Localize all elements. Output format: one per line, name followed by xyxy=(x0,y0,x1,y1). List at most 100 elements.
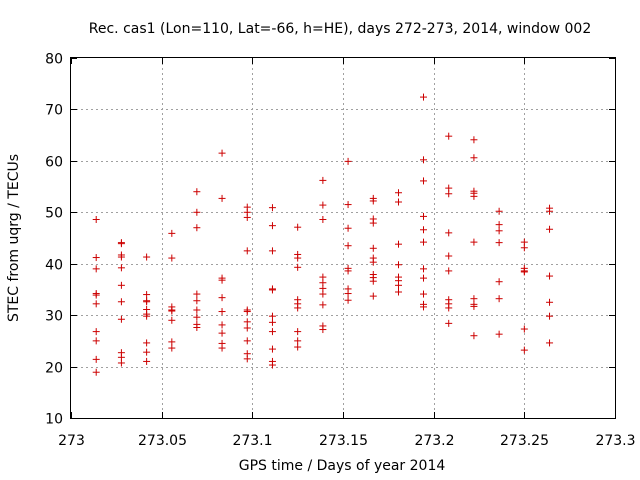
data-point xyxy=(117,253,125,261)
data-point xyxy=(344,224,352,232)
data-point xyxy=(344,267,352,275)
data-point xyxy=(445,267,453,275)
data-point xyxy=(168,316,176,324)
x-tick-label: 273.25 xyxy=(500,433,549,449)
data-point xyxy=(520,325,528,333)
x-axis-label: GPS time / Days of year 2014 xyxy=(239,458,446,474)
data-point xyxy=(268,318,276,326)
data-point xyxy=(470,302,478,310)
data-point xyxy=(495,330,503,338)
data-point xyxy=(470,136,478,144)
data-point xyxy=(143,348,151,356)
data-point xyxy=(344,290,352,298)
y-tick-label: 50 xyxy=(45,206,63,222)
data-point xyxy=(193,323,201,331)
data-point xyxy=(294,254,302,262)
data-point xyxy=(218,308,226,316)
data-point xyxy=(193,297,201,305)
data-point xyxy=(369,244,377,252)
data-point xyxy=(420,238,428,246)
data-point xyxy=(294,328,302,336)
data-point xyxy=(420,290,428,298)
data-point xyxy=(268,345,276,353)
data-point xyxy=(470,332,478,340)
data-point xyxy=(344,201,352,209)
data-point xyxy=(546,225,554,233)
y-tick-label: 40 xyxy=(45,258,63,274)
data-point xyxy=(344,296,352,304)
data-point xyxy=(117,281,125,289)
data-point xyxy=(143,357,151,365)
y-tick-label: 80 xyxy=(45,52,63,68)
data-point xyxy=(243,337,251,345)
data-point xyxy=(495,278,503,286)
data-point xyxy=(92,337,100,345)
data-point xyxy=(495,227,503,235)
data-point xyxy=(143,339,151,347)
data-point xyxy=(319,176,327,184)
data-point xyxy=(92,355,100,363)
data-point xyxy=(546,272,554,280)
data-point xyxy=(193,188,201,196)
data-point xyxy=(193,208,201,216)
data-point xyxy=(218,321,226,329)
data-point xyxy=(92,368,100,376)
data-point xyxy=(369,292,377,300)
data-point xyxy=(495,295,503,303)
data-point xyxy=(394,281,402,289)
data-point xyxy=(445,319,453,327)
y-tick-label: 60 xyxy=(45,155,63,171)
data-point xyxy=(268,312,276,320)
data-point xyxy=(294,304,302,312)
data-point xyxy=(168,254,176,262)
data-point xyxy=(319,215,327,223)
y-tick-label: 70 xyxy=(45,103,63,119)
data-point xyxy=(369,219,377,227)
data-point xyxy=(420,156,428,164)
data-point xyxy=(294,223,302,231)
data-point xyxy=(218,344,226,352)
data-point xyxy=(420,93,428,101)
data-point xyxy=(218,329,226,337)
data-point xyxy=(168,229,176,237)
data-point xyxy=(546,298,554,306)
data-point xyxy=(420,265,428,273)
data-point xyxy=(268,204,276,212)
y-tick-label: 10 xyxy=(45,412,63,428)
x-tick-label: 273.2 xyxy=(414,433,454,449)
data-point xyxy=(193,306,201,314)
data-point xyxy=(218,276,226,284)
data-point xyxy=(193,290,201,298)
data-point xyxy=(268,328,276,336)
data-point xyxy=(92,328,100,336)
data-point xyxy=(445,252,453,260)
data-point xyxy=(243,318,251,326)
data-point xyxy=(394,261,402,269)
x-tick-label: 273.05 xyxy=(138,433,187,449)
data-point xyxy=(294,343,302,351)
data-point xyxy=(369,197,377,205)
x-tick-labels: 273 273.05 273.1 273.15 273.2 273.25 273.3 xyxy=(58,433,635,449)
chart-title: Rec. cas1 (Lon=110, Lat=-66, h=HE), days… xyxy=(89,21,591,37)
data-point xyxy=(294,263,302,271)
data-point xyxy=(445,190,453,198)
data-point xyxy=(520,244,528,252)
data-point xyxy=(117,359,125,367)
data-point xyxy=(143,298,151,306)
data-point xyxy=(143,291,151,299)
data-point xyxy=(495,207,503,215)
data-point xyxy=(420,212,428,220)
data-point xyxy=(369,258,377,266)
data-point xyxy=(117,264,125,272)
data-point xyxy=(319,326,327,334)
data-point xyxy=(420,226,428,234)
data-point xyxy=(193,224,201,232)
data-point xyxy=(470,192,478,200)
data-point xyxy=(520,346,528,354)
plot-frame xyxy=(70,57,616,419)
data-point xyxy=(394,198,402,206)
data-point xyxy=(268,247,276,255)
data-point xyxy=(143,253,151,261)
data-point xyxy=(243,355,251,363)
